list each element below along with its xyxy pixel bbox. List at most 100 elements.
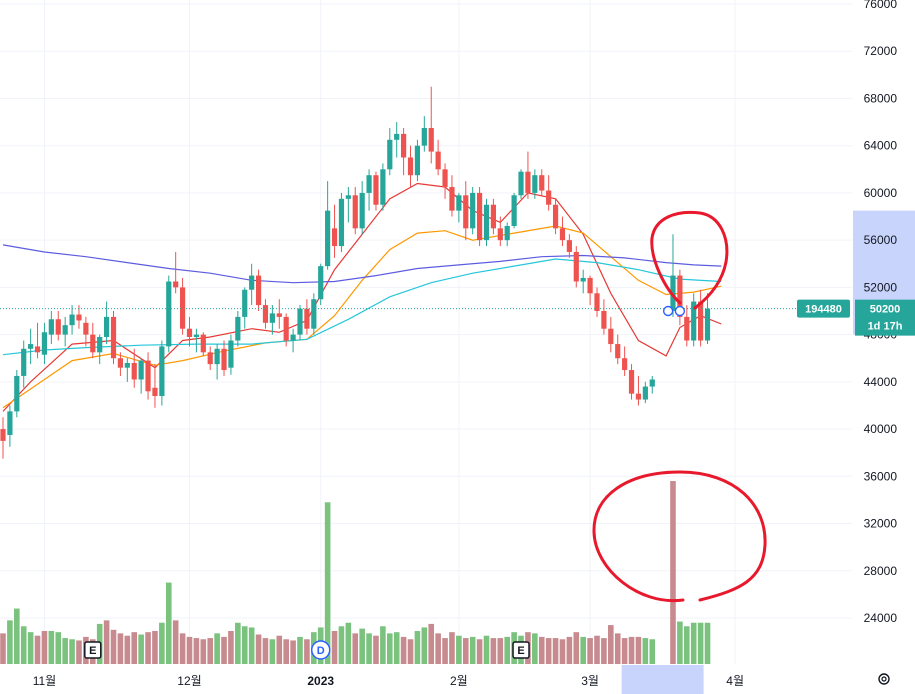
volume-bar: [414, 630, 421, 664]
earnings-marker[interactable]: E: [512, 641, 530, 659]
candle: [41, 322, 48, 365]
candle: [34, 322, 41, 359]
candle: [401, 127, 407, 176]
volume-bar: [138, 634, 144, 664]
candle: [48, 311, 54, 345]
marker-label: D: [317, 645, 325, 657]
volume-bar: [545, 638, 552, 664]
candle: [428, 86, 434, 164]
candle: [0, 417, 6, 459]
volume-bar: [48, 630, 55, 664]
candle: [83, 316, 89, 347]
candle: [497, 216, 503, 247]
volume-bar: [594, 635, 600, 664]
volume-bar: [331, 630, 338, 664]
candle: [622, 346, 628, 376]
candle: [691, 293, 697, 347]
candle: [21, 340, 27, 388]
volume-bar: [697, 622, 704, 664]
earnings-marker[interactable]: E: [84, 641, 102, 659]
y-tick-label: 76000: [864, 0, 898, 11]
candle: [242, 287, 248, 329]
volume-bar: [269, 639, 276, 664]
volume-bar: [704, 622, 711, 664]
volume-bar: [255, 634, 262, 664]
candle: [338, 192, 345, 252]
volume-bar: [103, 620, 110, 664]
price-marker[interactable]: [674, 305, 686, 317]
volume-bar: [400, 636, 407, 664]
candle: [511, 192, 517, 229]
candle: [580, 269, 586, 294]
volume-bar: [538, 636, 545, 664]
y-tick-label: 24000: [864, 611, 898, 625]
volume-bar: [152, 630, 158, 664]
last-price-badge: [855, 299, 915, 336]
candle: [539, 169, 545, 196]
candle: [14, 370, 20, 418]
volume-bar: [117, 633, 124, 664]
candle: [698, 289, 704, 347]
gear-icon[interactable]: [878, 673, 890, 685]
y-tick-label: 40000: [864, 422, 898, 436]
candle: [145, 352, 151, 400]
last-price-label: 50200: [870, 304, 901, 316]
candle: [704, 293, 711, 345]
volume-bar: [683, 626, 690, 664]
volume-bar: [193, 638, 200, 664]
y-tick-label: 68000: [864, 91, 898, 105]
volume-bar: [0, 633, 6, 664]
candle: [131, 348, 137, 388]
volume-bar: [504, 636, 511, 664]
volume-bar: [532, 633, 538, 664]
candle: [470, 187, 476, 235]
volume-bar: [62, 638, 68, 664]
volume-bar: [297, 636, 303, 664]
volume-bar: [179, 633, 186, 664]
candle: [235, 311, 241, 347]
volume-bar: [449, 632, 455, 664]
volume-bar: [304, 639, 310, 664]
volume-bar: [566, 636, 573, 664]
candle: [207, 346, 213, 371]
candle: [69, 305, 75, 335]
volume-bar: [221, 636, 227, 664]
x-tick-label: 3월: [581, 674, 599, 688]
volume-bar: [14, 608, 20, 664]
volume-bar: [428, 623, 435, 664]
volume-bar: [690, 622, 697, 664]
candle: [373, 171, 379, 211]
dividend-marker[interactable]: D: [310, 640, 331, 660]
y-tick-label: 52000: [864, 280, 898, 294]
volume-bar: [34, 635, 41, 664]
x-tick-label: 4월: [726, 674, 744, 688]
volume-bar: [483, 635, 490, 664]
volume-bar: [635, 636, 642, 664]
y-tick-label: 60000: [864, 186, 898, 200]
candle: [642, 381, 648, 404]
volume-bar: [41, 630, 48, 664]
volume-bar: [76, 640, 82, 664]
volume-bar: [228, 630, 234, 664]
candle: [276, 299, 282, 329]
volume-bar: [186, 636, 193, 664]
volume-bar: [608, 625, 614, 664]
volume-bar: [290, 640, 296, 664]
grid-lines: [0, 0, 852, 664]
candle: [269, 305, 275, 335]
candle: [124, 358, 130, 382]
volume-badge-label: 194480: [805, 304, 842, 316]
candle: [110, 311, 117, 365]
candle: [62, 316, 68, 347]
volume-bar: [165, 582, 172, 664]
volume-bar: [601, 638, 607, 664]
candle: [380, 163, 386, 211]
x-tick-label: 2023: [307, 674, 334, 688]
volume-bar: [407, 639, 414, 664]
candle: [525, 151, 531, 199]
volume-bar: [469, 636, 476, 664]
price-marker[interactable]: [662, 305, 674, 317]
candle: [200, 332, 206, 356]
